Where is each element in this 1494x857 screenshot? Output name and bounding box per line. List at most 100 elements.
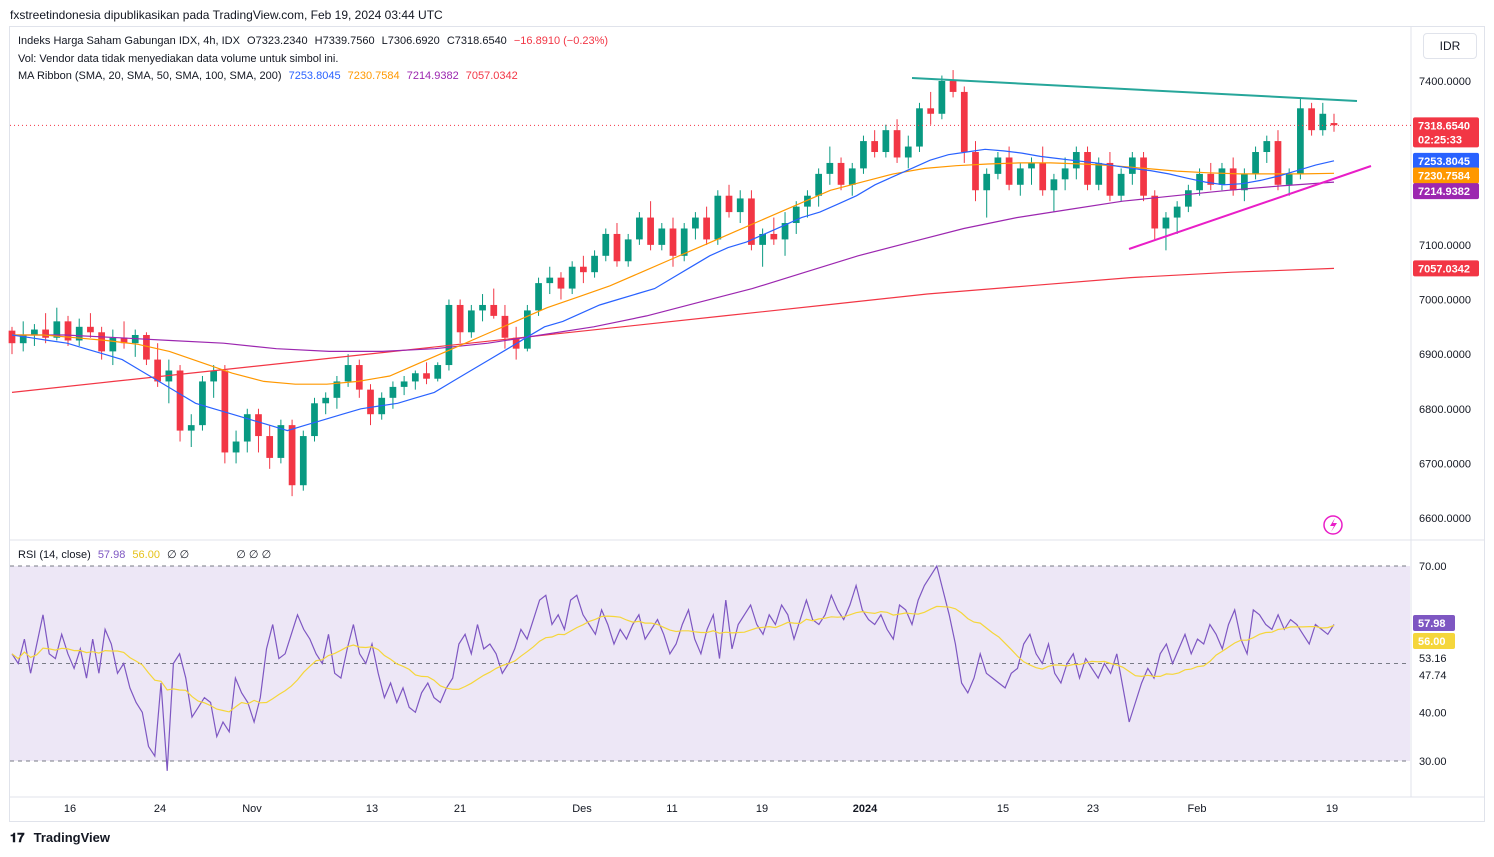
rsi-side-label: 53.16	[1419, 653, 1447, 665]
candle-body	[580, 266, 587, 273]
price-tick-label: 6900.0000	[1419, 349, 1471, 361]
candle-body	[423, 373, 430, 379]
legend-open: O7323.2340	[247, 35, 308, 47]
legend-rsi-row: RSI (14, close) 57.98 56.00 ∅ ∅ ∅ ∅ ∅	[18, 548, 275, 561]
candle-body	[714, 195, 722, 240]
candle-body	[703, 217, 710, 240]
tradingview-logo-icon: 𝟏𝟕	[10, 830, 25, 845]
rsi-tag-label: 56.00	[1418, 636, 1446, 648]
candle-body	[299, 436, 307, 486]
candle-body	[1196, 173, 1203, 191]
candle-body	[1252, 152, 1259, 174]
candle-body	[400, 381, 408, 387]
price-tag-label: 7318.6540	[1418, 120, 1470, 132]
candle-body	[87, 326, 94, 333]
candle-body	[938, 81, 946, 114]
rsi-line	[11, 564, 1335, 771]
candle-body	[1016, 168, 1024, 185]
legend-rsi-title[interactable]: RSI (14, close)	[18, 549, 91, 561]
candle-body	[1028, 162, 1035, 169]
time-tick-label: 11	[666, 803, 677, 815]
price-tag	[1413, 117, 1479, 148]
candle-body	[8, 330, 16, 344]
candle-body	[1005, 157, 1013, 185]
candle-body	[1241, 173, 1248, 191]
candle-body	[1039, 162, 1047, 191]
candle-body	[1061, 168, 1069, 180]
candle-body	[904, 146, 912, 158]
candle-body	[243, 414, 251, 442]
legend-rsi-extra2: ∅ ∅ ∅	[236, 549, 272, 561]
rsi-tick-label: 70.00	[1419, 561, 1447, 573]
candle-body	[311, 403, 318, 437]
candle-body	[837, 162, 845, 185]
candle-body	[882, 130, 890, 153]
footer-brand[interactable]: 𝟏𝟕 TradingView	[10, 830, 110, 846]
legend-close: C7318.6540	[446, 35, 507, 47]
candle-body	[42, 329, 49, 338]
candle-body	[367, 389, 374, 415]
candle-body	[568, 266, 576, 289]
candle-body	[658, 228, 666, 245]
candle-body	[916, 108, 923, 147]
time-tick-label: Des	[572, 803, 592, 815]
candle-body	[75, 326, 83, 341]
candle-body	[781, 223, 789, 240]
candle-body	[109, 337, 117, 352]
candle-body	[210, 370, 218, 382]
candle-body	[288, 425, 296, 486]
time-tick-label: 23	[1087, 803, 1099, 815]
rsi-tick-label: 30.00	[1419, 756, 1447, 768]
candle-body	[1207, 173, 1215, 185]
candle-body	[1297, 108, 1304, 174]
candle-body	[994, 157, 1002, 174]
candle-body	[680, 228, 688, 256]
price-tag-label: 7214.9382	[1418, 186, 1470, 198]
time-tick-label: Nov	[242, 803, 262, 815]
legend-rsi-value: 57.98	[97, 549, 126, 561]
candle-body	[434, 365, 442, 379]
candle-body	[1173, 206, 1181, 218]
legend-symbol[interactable]: Indeks Harga Saham Gabungan IDX, 4h, IDX	[18, 35, 240, 47]
candle-body	[445, 304, 453, 366]
sma200-line	[11, 267, 1335, 393]
rsi-tag-label: 57.98	[1418, 618, 1446, 630]
sma100-line	[12, 181, 1335, 352]
price-tick-label: 6600.0000	[1419, 513, 1471, 525]
legend-ma200: 7057.0342	[465, 70, 518, 82]
candle-body	[1095, 162, 1103, 185]
candle-body	[815, 173, 823, 196]
rsi-tag	[1413, 615, 1455, 631]
legend-ma50: 7230.7584	[347, 70, 400, 82]
price-tag-label: 7230.7584	[1418, 170, 1471, 182]
candle-body	[143, 335, 150, 360]
sma50-line	[12, 162, 1335, 385]
candle-body	[725, 195, 733, 213]
candle-body	[120, 337, 128, 344]
support-trendline	[1128, 165, 1372, 250]
sma20-line	[11, 148, 1335, 432]
currency-button[interactable]: IDR	[1423, 33, 1477, 59]
candle-body	[501, 315, 509, 338]
footer-brand-label: TradingView	[33, 830, 110, 845]
candle-body	[748, 198, 755, 245]
candle-body	[255, 414, 262, 437]
time-tick-label: 19	[756, 803, 768, 815]
legend-ma-title[interactable]: MA Ribbon (SMA, 20, SMA, 50, SMA, 100, S…	[18, 70, 282, 82]
candle-body	[1084, 152, 1091, 185]
candle-body	[154, 359, 162, 382]
candle-body	[1140, 157, 1147, 196]
rsi-side-label: 47.74	[1419, 670, 1447, 682]
price-tag	[1413, 152, 1479, 169]
legend-ma100: 7214.9382	[406, 70, 459, 82]
candle-body	[1308, 108, 1315, 131]
candle-body	[804, 195, 811, 207]
candle-body	[1285, 173, 1293, 185]
candle-body	[692, 217, 699, 229]
legend-low: L7306.6920	[381, 35, 440, 47]
time-tick-label: 2024	[853, 803, 878, 815]
time-tick-label: 24	[154, 803, 166, 815]
time-tick-label: 16	[64, 803, 76, 815]
candle-body	[792, 206, 800, 224]
